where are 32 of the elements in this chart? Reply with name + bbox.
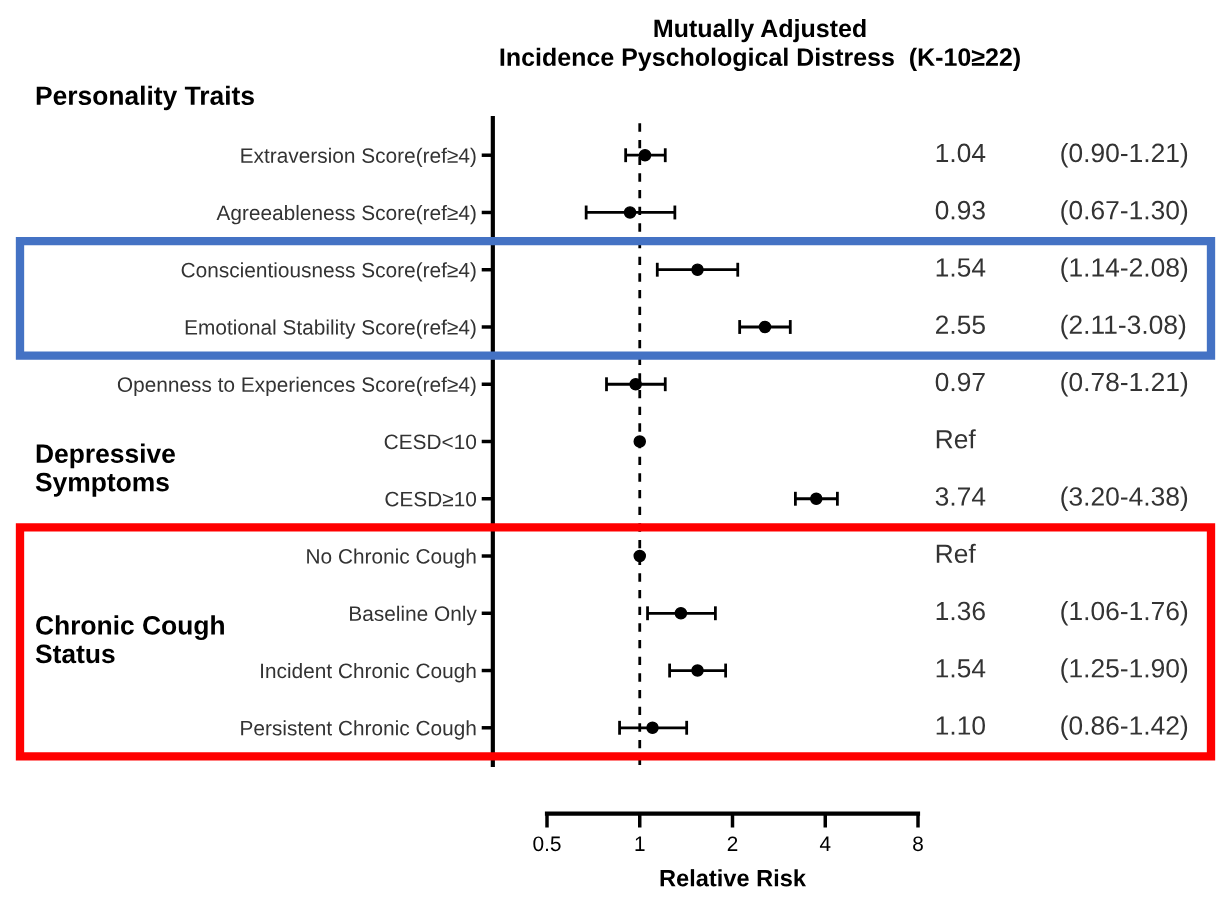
text: 1.54 (1.14-2.08): [936, 257, 1188, 283]
y-tick-label: CESD≥10: [385, 491, 477, 507]
y-tick-label: Conscientiousness Score(ref≥4): [181, 262, 476, 282]
y-tick-label: Baseline Only: [350, 605, 477, 626]
x-tick-label: 0.5: [533, 836, 561, 852]
y-tick-label: No Chronic Cough: [307, 548, 476, 568]
chart-title: Mutually Adjusted Incidence Pyschological Distress (K-10≥22): [500, 18, 1020, 72]
text: Personality Traits: [36, 85, 254, 111]
text: Ref: [936, 543, 976, 564]
x-tick-label: 1: [635, 836, 645, 851]
text: 1.36 (1.06-1.76): [936, 600, 1188, 626]
text: 0.97 (0.78-1.21): [935, 371, 1188, 397]
text: 1.04 (0.90-1.21): [936, 142, 1188, 168]
x-tick-label: 4: [819, 836, 831, 851]
y-tick-label: CESD<10: [384, 434, 477, 450]
text: 3.74 (3.20-4.38): [935, 486, 1188, 512]
y-tick-label: Persistent Chronic Cough: [241, 720, 476, 740]
y-tick-label: Agreeableness Score(ref≥4): [216, 204, 476, 225]
text: Depressive Symptoms: [35, 443, 175, 497]
text: 1.10 (0.86-1.42): [936, 715, 1188, 741]
text: 0.93 (0.67-1.30): [935, 200, 1188, 225]
x-tick-label: 8: [913, 836, 923, 852]
y-tick-label: Incident Chronic Cough: [261, 662, 476, 683]
text: Chronic Cough Status: [35, 615, 224, 664]
x-axis-title: Relative Risk: [660, 869, 807, 887]
text: 2.55 (2.11-3.08): [935, 314, 1186, 340]
text: 1.54 (1.25-1.90): [936, 658, 1188, 683]
y-tick-label: Emotional Stability Score(ref≥4): [185, 319, 476, 339]
text: Ref: [936, 429, 976, 449]
y-tick-label: Extraversion Score(ref≥4): [241, 147, 476, 168]
y-tick-label: Openness to Experiences Score(ref≥4): [117, 376, 476, 397]
x-tick-label: 2: [727, 836, 738, 851]
